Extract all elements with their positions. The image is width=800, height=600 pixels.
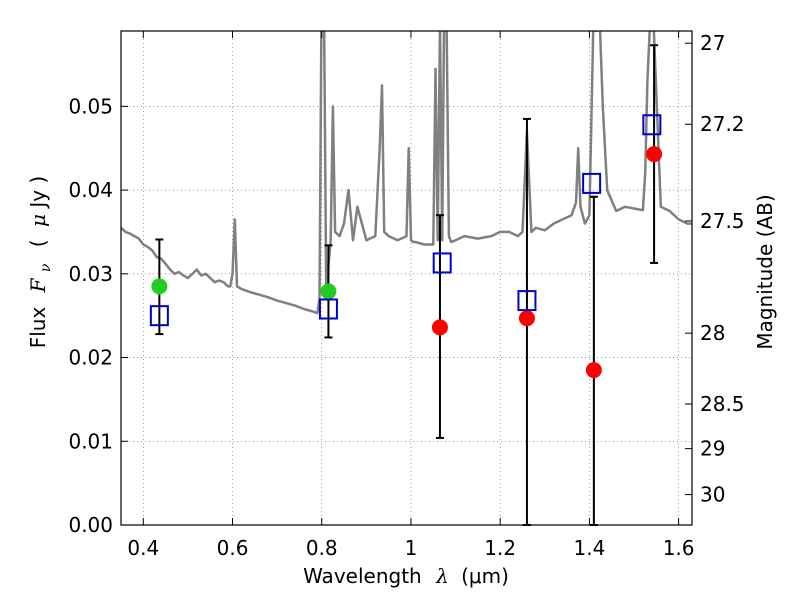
x-tick-label: 1.6	[663, 536, 695, 560]
spectrum-line	[121, 31, 692, 315]
y-axis-label-text: Flux	[26, 307, 50, 349]
data-point	[646, 146, 663, 163]
data-point	[585, 362, 602, 379]
y-axis-label-symbol: F	[26, 277, 50, 293]
y-tick-label: 0.00	[68, 513, 113, 537]
y-tick-label: 0.03	[68, 262, 113, 286]
x-tick-label: 1.2	[484, 536, 516, 560]
ticks: 0.4 0.6 0.8 1 1.2 1.4 1.6 0.00 0.01 0.02 0.03 0.04 0…	[68, 31, 745, 560]
x-axis-label: Wavelength λ (μm)	[303, 564, 509, 588]
model-point	[517, 290, 537, 312]
y2-tick-label: 27.5	[700, 209, 745, 233]
marker-layer	[149, 44, 663, 526]
y-tick-label: 0.05	[68, 94, 113, 118]
model-point	[642, 114, 662, 136]
y2-tick-label: 29	[700, 437, 725, 461]
y-axis-label-unit-open: (	[26, 239, 50, 247]
x-axis-label-symbol: λ	[435, 564, 449, 588]
data-point	[431, 319, 448, 336]
y2-tick-label: 30	[700, 483, 725, 507]
plot-frame	[120, 30, 693, 526]
y-axis-label: Flux F ν ( μ Jy )	[26, 176, 55, 349]
x-axis-label-text: Wavelength	[303, 564, 422, 588]
model-point	[149, 305, 169, 327]
y-axis-label-unit-mu: μ	[26, 214, 50, 227]
x-tick-label: 0.8	[306, 536, 338, 560]
model-point	[318, 298, 338, 320]
y-tick-label: 0.04	[68, 178, 113, 202]
y2-axis-label: Magnitude (AB)	[753, 194, 777, 349]
y2-tick-label: 27.2	[700, 112, 745, 136]
x-tick-label: 1	[405, 536, 418, 560]
y2-tick-label: 28	[700, 321, 725, 345]
x-axis-label-unit: (μm)	[461, 564, 509, 588]
model-point	[432, 252, 452, 274]
y-tick-label: 0.02	[68, 346, 113, 370]
data-point	[320, 283, 337, 300]
x-tick-label: 0.4	[127, 536, 159, 560]
y-axis-label-sub: ν	[38, 263, 54, 272]
x-tick-label: 1.4	[573, 536, 605, 560]
y-tick-label: 0.01	[68, 429, 113, 453]
x-tick-label: 0.6	[217, 536, 249, 560]
data-point	[151, 278, 168, 295]
data-layer	[121, 31, 692, 315]
model-point	[582, 172, 602, 194]
y2-tick-label: 28.5	[700, 392, 745, 416]
y-axis-label-unit-close: Jy )	[26, 176, 50, 210]
data-point	[518, 310, 535, 327]
y2-tick-label: 27	[700, 31, 725, 55]
